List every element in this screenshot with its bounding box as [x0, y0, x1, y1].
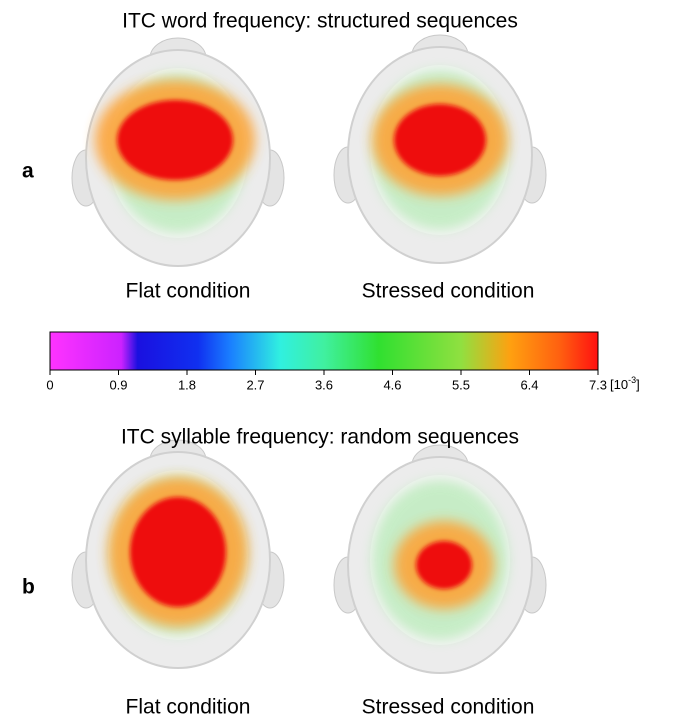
- head-map: [334, 445, 546, 673]
- heat-high: [416, 541, 472, 589]
- unit-suffix: ]: [636, 377, 640, 392]
- tick-label: 0.9: [109, 377, 127, 392]
- tick-label: 4.6: [383, 377, 401, 392]
- panel-label: a: [22, 160, 34, 183]
- map-caption: Flat condition: [126, 696, 251, 719]
- map-caption: Stressed condition: [362, 696, 535, 719]
- tick-label: 0: [46, 377, 53, 392]
- colorbar: [50, 332, 598, 370]
- panel-title: ITC syllable frequency: random sequences: [121, 426, 519, 449]
- heat-high: [130, 497, 226, 607]
- tick-label: 3.6: [315, 377, 333, 392]
- heat-high: [117, 100, 233, 180]
- panel-title: ITC word frequency: structured sequences: [122, 10, 518, 33]
- head-map: [72, 440, 284, 668]
- panel-label: b: [22, 576, 35, 599]
- colorbar-ticks: 0 0.9 1.8 2.7 3.6 4.6 5.5 6.4 7.3: [46, 370, 607, 392]
- unit-exponent: -3: [628, 375, 636, 385]
- unit-prefix: [10: [610, 377, 628, 392]
- figure: ITC word frequency: structured sequences…: [0, 0, 676, 725]
- map-caption: Flat condition: [126, 280, 251, 303]
- tick-label: 2.7: [246, 377, 264, 392]
- head-map: [72, 38, 284, 266]
- head-map: [334, 35, 546, 263]
- tick-label: 6.4: [520, 377, 538, 392]
- tick-label: 1.8: [178, 377, 196, 392]
- tick-label: 5.5: [452, 377, 470, 392]
- tick-label: 7.3: [589, 377, 607, 392]
- map-caption: Stressed condition: [362, 280, 535, 303]
- colorbar-unit: [10-3]: [610, 375, 640, 392]
- heat-high: [394, 104, 486, 176]
